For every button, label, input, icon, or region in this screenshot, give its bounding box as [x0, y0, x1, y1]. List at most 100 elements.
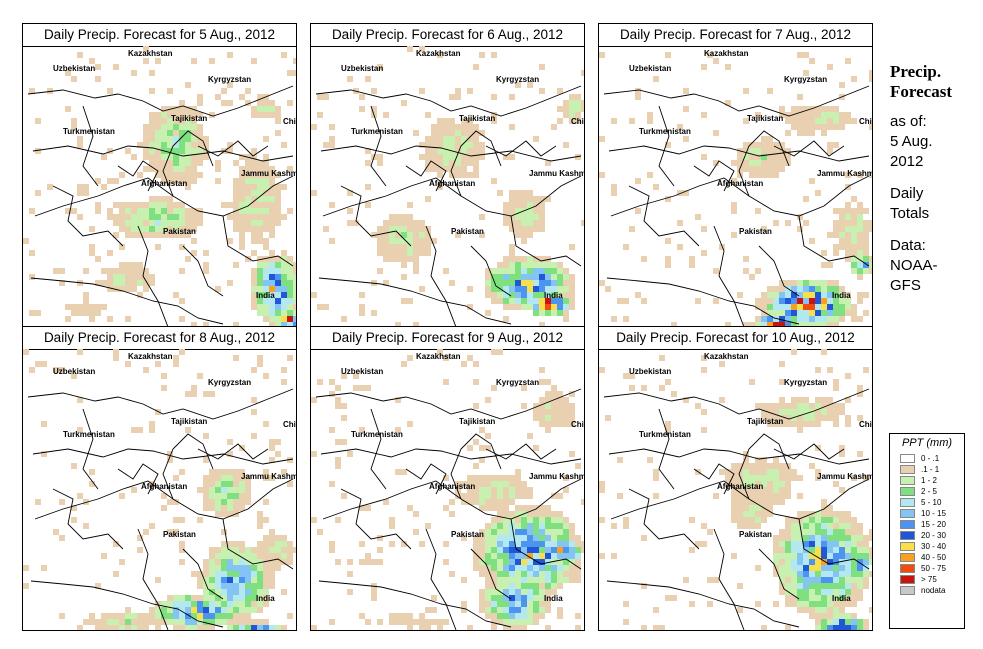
precip-cell [797, 214, 803, 220]
precip-cell [293, 547, 296, 553]
precip-cell [179, 214, 185, 220]
precip-cell [335, 439, 341, 445]
precip-cell [143, 226, 149, 232]
precip-cell [557, 535, 563, 541]
precip-cell [269, 214, 275, 220]
precip-cell [539, 415, 545, 421]
precip-cell [479, 499, 485, 505]
precip-cell [347, 571, 353, 577]
precip-cell [449, 160, 455, 166]
country-borders [27, 85, 294, 327]
precip-cell [425, 112, 431, 118]
precip-cell [815, 601, 821, 607]
precip-cell [191, 172, 197, 178]
precip-cell [743, 493, 749, 499]
precip-cell [575, 559, 581, 565]
precip-cell [125, 607, 131, 613]
precip-cell [197, 160, 203, 166]
precip-cell [815, 304, 821, 310]
precip-cell [551, 511, 557, 517]
precip-cell [479, 130, 485, 136]
precip-cell [869, 559, 872, 565]
precip-cell [845, 214, 851, 220]
precip-cell [257, 595, 263, 601]
country-label-china: China [571, 117, 584, 126]
precip-cell [491, 268, 497, 274]
precip-cell [479, 541, 485, 547]
precip-cell [821, 118, 827, 124]
precip-cell [281, 535, 287, 541]
precip-cell [809, 517, 815, 523]
precip-cell [125, 286, 131, 292]
precip-cell [173, 142, 179, 148]
precip-cell [233, 499, 239, 505]
precip-cell [767, 469, 773, 475]
precip-cell [371, 88, 377, 94]
precip-cell [203, 559, 209, 565]
precip-cell [407, 202, 413, 208]
precip-cell [521, 607, 527, 613]
precip-cell [125, 274, 131, 280]
precip-cell [191, 250, 197, 256]
precip-cell [773, 409, 779, 415]
precip-cell [227, 619, 233, 625]
precip-cell [245, 481, 251, 487]
border-line [82, 408, 99, 490]
precip-cell [239, 172, 245, 178]
precip-cell [509, 208, 515, 214]
precip-cell [527, 493, 533, 499]
precip-cell [833, 106, 839, 112]
precip-cell [191, 214, 197, 220]
precip-cell [785, 493, 791, 499]
precip-cell [533, 304, 539, 310]
precip-cell [395, 232, 401, 238]
precip-cell [521, 493, 527, 499]
precip-cell [35, 148, 41, 154]
precip-cell [551, 262, 557, 268]
precip-cell [251, 232, 257, 238]
legend-swatch [900, 531, 915, 540]
precip-cell [821, 130, 827, 136]
precip-cell [245, 190, 251, 196]
precip-cell [155, 124, 161, 130]
precip-cell [203, 391, 209, 397]
border-line [162, 130, 214, 197]
precip-cell [119, 268, 125, 274]
border-line [773, 140, 845, 157]
precip-cell [353, 385, 359, 391]
precip-cell [785, 541, 791, 547]
precip-cell [257, 166, 263, 172]
precip-cell [761, 511, 767, 517]
precip-cell [557, 547, 563, 553]
precip-cell [845, 292, 851, 298]
precip-cell [611, 523, 617, 529]
country-label-tajikistan: Tajikistan [747, 417, 783, 426]
precip-cell [809, 553, 815, 559]
precip-cell [251, 106, 257, 112]
precip-cell [767, 286, 773, 292]
border-line [608, 145, 870, 162]
precip-cell [845, 58, 851, 64]
border-line [470, 245, 512, 297]
precip-cell [143, 124, 149, 130]
border-line [658, 105, 675, 187]
precip-cell [803, 130, 809, 136]
precip-cell [773, 559, 779, 565]
precip-cell [767, 142, 773, 148]
precip-cell [545, 541, 551, 547]
precip-cell [839, 547, 845, 553]
precip-cell [185, 166, 191, 172]
precip-cell [749, 172, 755, 178]
precip-cell [845, 625, 851, 630]
precip-cell [701, 409, 707, 415]
precip-cell [767, 511, 773, 517]
precip-cell [491, 178, 497, 184]
precip-cell [839, 523, 845, 529]
precip-cell [491, 298, 497, 304]
precip-cell [581, 547, 584, 553]
precip-cell [791, 421, 797, 427]
precip-cell [539, 310, 545, 316]
precip-cell [545, 304, 551, 310]
precip-cell [611, 184, 617, 190]
precip-cell [215, 499, 221, 505]
